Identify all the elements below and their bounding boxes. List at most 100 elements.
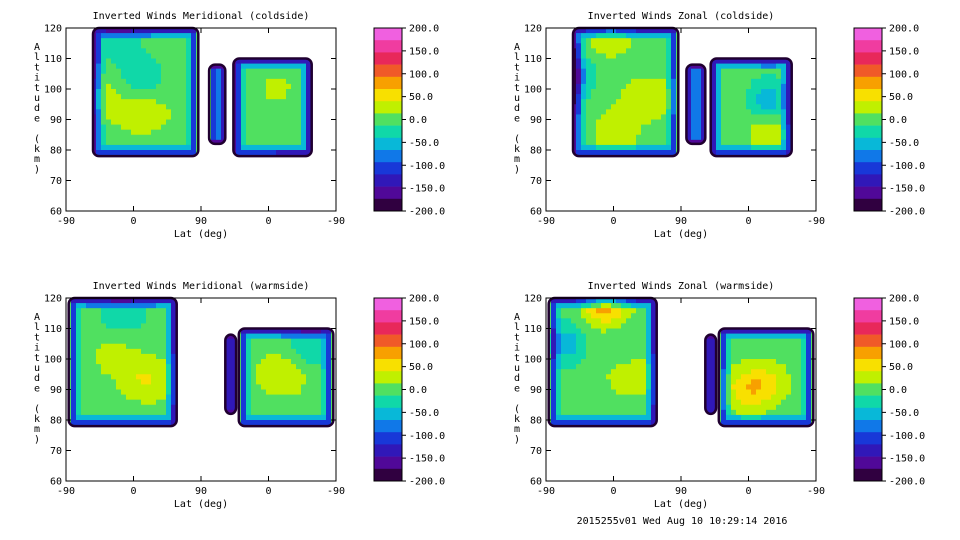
chart-panel-2: 60 70 80 90 100 110 120 -90 0 90 0 -90 Inverted Wind… xyxy=(514,11,925,240)
colorbar-band xyxy=(374,89,402,102)
y-tick-label: 100 xyxy=(524,355,542,366)
colorbar-band xyxy=(854,89,882,102)
y-tick-label: 60 xyxy=(530,207,542,218)
y-tick-label: 90 xyxy=(530,115,542,126)
colorbar-tick-label: 200.0 xyxy=(409,24,439,35)
x-tick-label: 0 xyxy=(610,486,616,497)
y-tick-label: 80 xyxy=(50,146,62,157)
colorbar-band xyxy=(374,346,402,360)
y-tick-label: 60 xyxy=(50,477,62,488)
colorbar-band xyxy=(854,64,882,78)
data-block-outline-2 xyxy=(224,333,238,416)
colorbar-tick-label: -150.0 xyxy=(889,184,925,195)
colorbar-band xyxy=(374,359,402,372)
x-tick-label: -90 xyxy=(57,216,75,227)
colorbar-band xyxy=(854,322,882,335)
x-tick-label: -90 xyxy=(327,216,345,227)
colorbar-band xyxy=(374,162,402,175)
x-tick-label: -90 xyxy=(537,216,555,227)
colorbar-tick-label: 0.0 xyxy=(889,385,907,396)
colorbar-tick-label: 0.0 xyxy=(409,115,427,126)
x-tick-label: 0 xyxy=(745,216,751,227)
y-tick-label: 120 xyxy=(524,24,542,35)
colorbar-tick-label: 200.0 xyxy=(889,294,919,305)
x-tick-label: 90 xyxy=(195,486,207,497)
colorbar-band xyxy=(854,52,882,65)
data-block-outline-2 xyxy=(685,63,707,146)
colorbar-tick-label: -150.0 xyxy=(889,454,925,465)
contour-field xyxy=(548,298,814,427)
colorbar-band xyxy=(374,395,402,409)
colorbar-band xyxy=(374,40,402,53)
colorbar-band xyxy=(374,371,402,384)
colorbar-tick-label: -200.0 xyxy=(409,207,445,218)
data-block-outline-3 xyxy=(237,327,335,428)
colorbar-tick-label: 50.0 xyxy=(889,92,913,103)
colorbar-band xyxy=(374,150,402,163)
x-axis-label: Lat (deg) xyxy=(174,499,228,510)
y-tick-label: 60 xyxy=(530,477,542,488)
colorbar-band xyxy=(374,456,402,470)
colorbar-tick-label: 200.0 xyxy=(409,294,439,305)
y-tick-label: 90 xyxy=(50,385,62,396)
colorbar-tick-label: -100.0 xyxy=(889,431,925,442)
colorbar-band xyxy=(854,113,882,126)
colorbar-band xyxy=(854,432,882,445)
chart-title: Inverted Winds Meridional (coldside) xyxy=(93,11,310,22)
footer-timestamp: 2015255v01 Wed Aug 10 10:29:14 2016 xyxy=(577,516,788,527)
colorbar-band xyxy=(854,383,882,396)
y-tick-label: 110 xyxy=(44,324,62,335)
colorbar-tick-label: -100.0 xyxy=(889,161,925,172)
x-axis-label: Lat (deg) xyxy=(654,499,708,510)
colorbar-band xyxy=(374,383,402,396)
colorbar-band xyxy=(854,150,882,163)
colorbar-tick-label: 100.0 xyxy=(889,339,919,350)
y-tick-label: 60 xyxy=(50,207,62,218)
colorbar-band xyxy=(854,137,882,151)
colorbar-band xyxy=(854,28,882,41)
colorbar-tick-label: -150.0 xyxy=(409,184,445,195)
colorbar: 200.0 150.0 100.0 50.0 0.0 -50.0 -100.0 -150.0 -… xyxy=(853,24,925,218)
y-tick-label: 110 xyxy=(524,54,542,65)
x-tick-label: -90 xyxy=(327,486,345,497)
colorbar-band xyxy=(374,28,402,41)
colorbar-band xyxy=(374,310,402,323)
y-tick-label: 70 xyxy=(530,176,542,187)
colorbar-band xyxy=(854,40,882,53)
colorbar-tick-label: -200.0 xyxy=(889,207,925,218)
colorbar-band xyxy=(374,137,402,151)
y-tick-label: 80 xyxy=(530,416,542,427)
x-tick-label: -90 xyxy=(537,486,555,497)
colorbar-tick-label: -50.0 xyxy=(409,408,439,419)
colorbar-tick-label: -200.0 xyxy=(889,477,925,488)
x-tick-label: -90 xyxy=(807,486,825,497)
colorbar-tick-label: 150.0 xyxy=(409,316,439,327)
y-tick-label: 110 xyxy=(44,54,62,65)
colorbar-tick-label: 0.0 xyxy=(889,115,907,126)
colorbar-band xyxy=(374,298,402,311)
colorbar-tick-label: 50.0 xyxy=(409,362,433,373)
colorbar-tick-label: 100.0 xyxy=(409,339,439,350)
colorbar-tick-label: -200.0 xyxy=(409,477,445,488)
colorbar-band xyxy=(374,64,402,78)
y-tick-label: 70 xyxy=(50,176,62,187)
x-tick-label: 90 xyxy=(195,216,207,227)
colorbar-band xyxy=(854,198,882,212)
colorbar-band xyxy=(374,186,402,200)
colorbar-tick-label: 50.0 xyxy=(409,92,433,103)
colorbar-band xyxy=(374,334,402,348)
y-tick-label: 90 xyxy=(530,385,542,396)
colorbar-band xyxy=(374,198,402,212)
colorbar-tick-label: 150.0 xyxy=(409,46,439,57)
colorbar-tick-label: -100.0 xyxy=(409,431,445,442)
x-tick-label: 0 xyxy=(745,486,751,497)
colorbar-band xyxy=(854,162,882,175)
x-tick-label: -90 xyxy=(57,486,75,497)
colorbar-band xyxy=(374,432,402,445)
colorbar-band xyxy=(374,420,402,433)
colorbar-band xyxy=(854,334,882,348)
colorbar-band xyxy=(854,186,882,200)
